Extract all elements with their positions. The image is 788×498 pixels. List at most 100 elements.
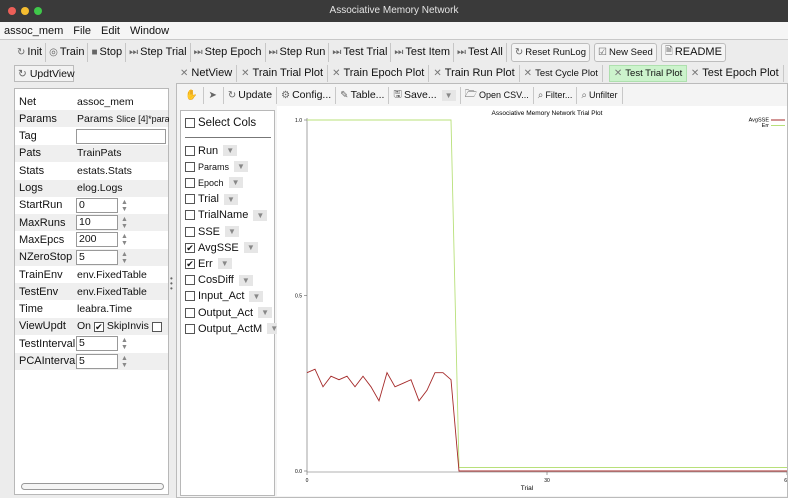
- sse-checkbox[interactable]: [185, 226, 195, 237]
- column-row-cosdiff[interactable]: CosDiff ▼: [185, 273, 253, 288]
- close-icon[interactable]: ✕: [332, 67, 341, 79]
- horizontal-scrollbar[interactable]: [21, 483, 164, 490]
- menu-edit[interactable]: Edit: [101, 24, 120, 37]
- stop-button[interactable]: ■ Stop: [88, 42, 127, 62]
- select-cols-row[interactable]: Select Cols: [185, 115, 256, 130]
- step-trial-button[interactable]: ⏭ Step Trial: [126, 42, 191, 62]
- column-row-run[interactable]: Run ▼: [185, 143, 238, 158]
- dropdown-arrow-icon[interactable]: ▼: [441, 89, 456, 101]
- table-button[interactable]: ✎ Table...: [336, 86, 390, 104]
- startrun-field[interactable]: 0: [76, 197, 118, 213]
- spinner-arrows-icon[interactable]: ▲ ▼: [121, 354, 128, 369]
- skipinvis-checkbox[interactable]: [151, 321, 162, 332]
- tab-train-epoch-plot[interactable]: ✕ Train Epoch Plot: [328, 64, 430, 82]
- save-button[interactable]: 🖫 Save... ▼: [389, 86, 461, 104]
- open-csv-button[interactable]: 🗁 Open CSV...: [461, 86, 534, 104]
- avgsse-checkbox[interactable]: ✔: [185, 242, 195, 253]
- column-row-epoch[interactable]: Epoch ▼: [185, 175, 243, 190]
- close-icon[interactable]: ✕: [523, 67, 533, 79]
- pan-button[interactable]: ✋: [181, 86, 205, 104]
- chevron-down-icon[interactable]: ▼: [223, 193, 238, 205]
- maxruns-field[interactable]: 10: [76, 215, 118, 231]
- pointer-button[interactable]: ➤: [204, 86, 224, 104]
- test-all-button[interactable]: ⏭ Test All: [454, 42, 507, 62]
- unfilter-button[interactable]: ⌕ Unfilter: [577, 86, 623, 104]
- chevron-down-icon[interactable]: ▼: [223, 145, 238, 156]
- spinner-arrows-icon[interactable]: ▲ ▼: [121, 337, 128, 352]
- reset-runlog-button[interactable]: ↻ Reset RunLog: [510, 42, 590, 62]
- plot-view: ✋ ➤ ↻ Update ⚙ Config... ✎ Table... 🖫 Save... ▼ 🗁 Op…: [176, 83, 788, 498]
- column-row-params[interactable]: Params ▼: [185, 159, 249, 174]
- output-actm-checkbox[interactable]: [185, 323, 195, 334]
- chevron-down-icon[interactable]: ▼: [243, 242, 258, 254]
- spinner-arrows-icon[interactable]: ▲ ▼: [121, 198, 128, 213]
- tab-train-trial-plot[interactable]: ✕ Train Trial Plot: [237, 64, 329, 82]
- column-row-output-act[interactable]: Output_Act ▼: [185, 305, 273, 320]
- close-icon[interactable]: ✕: [241, 67, 250, 79]
- select-cols-checkbox[interactable]: [185, 117, 195, 128]
- close-icon[interactable]: ✕: [613, 67, 623, 79]
- run-checkbox[interactable]: [185, 145, 195, 156]
- nzerostop-field[interactable]: 5: [76, 249, 118, 265]
- step-run-button[interactable]: ⏭ Step Run: [265, 42, 330, 62]
- step-epoch-button[interactable]: ⏭ Step Epoch: [190, 42, 266, 62]
- close-icon[interactable]: ✕: [690, 67, 700, 79]
- column-row-avgsse[interactable]: ✔ AvgSSE ▼: [185, 240, 258, 255]
- chevron-down-icon[interactable]: ▼: [225, 226, 240, 237]
- chevron-down-icon[interactable]: ▼: [253, 209, 268, 221]
- tag-field[interactable]: [76, 128, 166, 144]
- params-checkbox[interactable]: [185, 161, 195, 172]
- input-act-checkbox[interactable]: [185, 291, 195, 302]
- filter-button[interactable]: ⌕ Filter...: [534, 86, 578, 104]
- tab-netview[interactable]: ✕ NetView: [176, 64, 238, 82]
- trialname-checkbox[interactable]: [185, 210, 195, 221]
- epoch-checkbox[interactable]: [185, 177, 195, 188]
- update-button[interactable]: ↻ Update: [224, 86, 278, 104]
- tab-train-run-plot[interactable]: ✕ Train Run Plot: [429, 64, 520, 82]
- train-button[interactable]: ◎ Train: [46, 42, 89, 62]
- tab-test-trial-plot[interactable]: ✕ Test Trial Plot: [608, 64, 687, 82]
- column-row-trialname[interactable]: TrialName ▼: [185, 208, 268, 223]
- config-button[interactable]: ⚙ Config...: [277, 86, 337, 104]
- splitter-handle[interactable]: • • •: [170, 274, 173, 293]
- trial-checkbox[interactable]: [185, 194, 195, 205]
- column-row-trial[interactable]: Trial ▼: [185, 192, 238, 207]
- menu-file[interactable]: File: [73, 24, 92, 37]
- init-button[interactable]: ↻ Init: [14, 42, 47, 62]
- zoom-window-button[interactable]: [34, 7, 42, 15]
- chevron-down-icon[interactable]: ▼: [249, 290, 264, 302]
- readme-button[interactable]: 🗎 README: [660, 42, 726, 62]
- menu-window[interactable]: Window: [130, 24, 170, 37]
- minimize-window-button[interactable]: [21, 7, 29, 15]
- testinterval-field[interactable]: 5: [76, 336, 118, 352]
- cosdiff-checkbox[interactable]: [185, 275, 195, 286]
- maxepcs-field[interactable]: 200: [76, 232, 118, 248]
- spinner-arrows-icon[interactable]: ▲ ▼: [121, 250, 128, 265]
- close-window-button[interactable]: [8, 7, 16, 15]
- tab-test-epoch-plot[interactable]: ✕ Test Epoch Plot: [687, 64, 784, 82]
- spinner-arrows-icon[interactable]: ▲ ▼: [121, 233, 128, 248]
- app-menu[interactable]: assoc_mem: [4, 24, 64, 37]
- column-row-output-actm[interactable]: Output_ActM ▼: [185, 321, 282, 336]
- column-row-err[interactable]: ✔ Err ▼: [185, 256, 232, 271]
- close-icon[interactable]: ✕: [180, 67, 189, 79]
- updtview-button[interactable]: ↻ UpdtView: [14, 65, 75, 82]
- viewupdt-checkbox[interactable]: ✔: [93, 321, 104, 332]
- column-row-sse[interactable]: SSE ▼: [185, 224, 240, 239]
- pcainterval-field[interactable]: 5: [76, 353, 118, 369]
- chevron-down-icon[interactable]: ▼: [267, 323, 282, 335]
- chevron-down-icon[interactable]: ▼: [228, 177, 243, 189]
- test-item-button[interactable]: ⏭ Test Item: [391, 42, 455, 62]
- chevron-down-icon[interactable]: ▼: [217, 258, 232, 270]
- column-row-input-act[interactable]: Input_Act ▼: [185, 289, 264, 304]
- test-trial-button[interactable]: ⏭ Test Trial: [329, 42, 392, 62]
- chevron-down-icon[interactable]: ▼: [238, 274, 253, 286]
- new-seed-button[interactable]: ☑ New Seed: [594, 42, 657, 62]
- spinner-arrows-icon[interactable]: ▲ ▼: [121, 216, 128, 231]
- chevron-down-icon[interactable]: ▼: [258, 307, 273, 318]
- err-checkbox[interactable]: ✔: [185, 258, 195, 269]
- tab-test-cycle-plot[interactable]: ✕ Test Cycle Plot: [520, 64, 603, 82]
- chevron-down-icon[interactable]: ▼: [234, 161, 249, 173]
- close-icon[interactable]: ✕: [433, 67, 442, 79]
- output-act-checkbox[interactable]: [185, 307, 195, 318]
